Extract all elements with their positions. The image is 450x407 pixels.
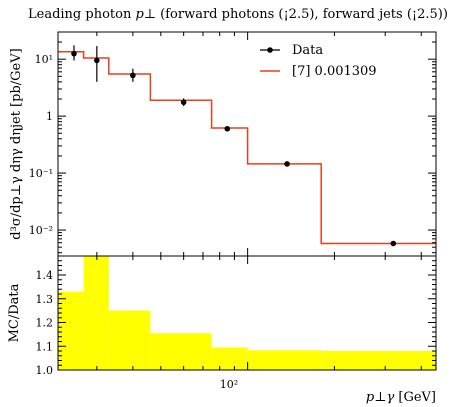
y-tick-label: 10⁻¹ [29, 167, 53, 180]
ratio-y-axis-label: MC/Data [7, 283, 22, 342]
data-point [390, 240, 397, 247]
y-tick-label: 10⁻² [29, 224, 53, 237]
y-tick-label: 1 [46, 110, 53, 123]
ratio-band-bin [211, 347, 248, 370]
main-panel: 10¹ 1 10⁻¹ 10⁻² [29, 31, 437, 257]
data-point [224, 125, 231, 132]
ratio-band-bin [83, 256, 109, 370]
legend-data-marker [267, 47, 273, 53]
x-tick-label-100: 10² [220, 378, 238, 391]
ratio-y-tick-label: 1.3 [36, 293, 54, 306]
ratio-y-tick-label: 1.2 [36, 317, 54, 330]
legend: Data [7] 0.001309 [260, 43, 377, 79]
data-point [94, 57, 100, 64]
data-point [130, 72, 136, 79]
mc-step-line [58, 51, 436, 245]
ratio-band-bin [150, 333, 212, 370]
ratio-panel: 1.0 1.1 1.2 1.3 1.4 [36, 255, 437, 377]
ratio-band-bin [247, 350, 322, 370]
chart-title: Leading photon p⊥ (forward photons (¡2.5… [28, 7, 448, 22]
ratio-band-bin [321, 351, 436, 370]
ratio-band-bin [58, 291, 84, 370]
legend-mc-label: [7] 0.001309 [292, 64, 377, 79]
y-tick-label: 10¹ [35, 53, 53, 66]
ratio-y-tick-label: 1.1 [36, 340, 54, 353]
main-y-axis-label: d³σ/dp⊥γ dηγ dηjet [pb/GeV] [9, 48, 24, 239]
data-point [284, 161, 290, 167]
x-axis-label: p⊥γ [GeV] [366, 390, 436, 405]
data-point [71, 50, 77, 57]
ratio-y-tick-label: 1.0 [36, 364, 54, 377]
legend-data-label: Data [292, 43, 323, 58]
ratio-band-bin [108, 310, 151, 370]
ratio-y-tick-label: 1.4 [36, 269, 54, 282]
data-point [180, 99, 187, 106]
